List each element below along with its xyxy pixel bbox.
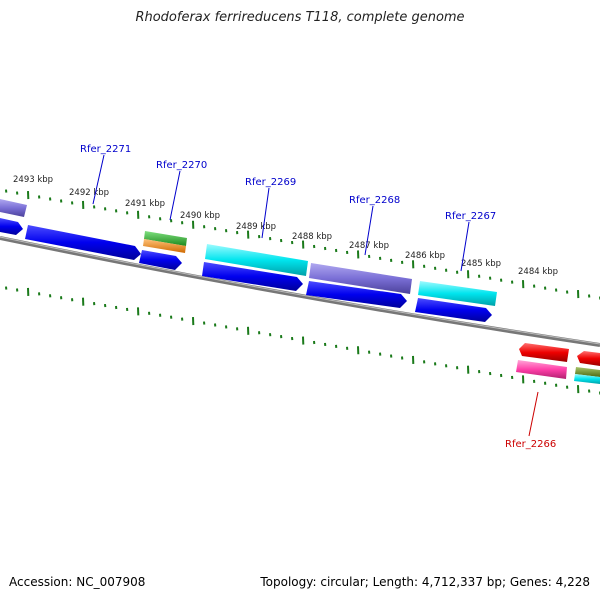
gene-label[interactable]: Rfer_2271 (80, 144, 131, 155)
gene-label[interactable]: Rfer_2270 (156, 160, 207, 171)
accession-text: Accession: NC_007908 (9, 575, 145, 589)
reverse-strand-features (516, 343, 600, 384)
scale-label: 2486 kbp (405, 251, 445, 261)
map-title: Rhodoferax ferrireducens T118, complete … (0, 10, 600, 25)
scale-label: 2484 kbp (518, 267, 558, 277)
gene-label[interactable]: Rfer_2266 (505, 439, 556, 450)
lower-scale-ticks (6, 287, 600, 395)
scale-label: 2492 kbp (69, 188, 109, 198)
gene-label-leader (529, 392, 538, 436)
scale-label: 2485 kbp (461, 259, 501, 269)
gene-feature-slate-left[interactable] (0, 199, 27, 217)
cds-arrow-left-edge[interactable] (0, 218, 23, 235)
forward-cds-arrows (0, 218, 492, 322)
gene-feature-red-right[interactable] (577, 351, 600, 366)
gene-label-leader (170, 171, 180, 220)
gene-label[interactable]: Rfer_2269 (245, 177, 296, 188)
gene-feature-red-rfer-2266[interactable] (519, 343, 569, 362)
gene-label[interactable]: Rfer_2268 (349, 195, 400, 206)
scale-label: 2490 kbp (180, 211, 220, 221)
scale-label: 2491 kbp (125, 199, 165, 209)
genome-summary-text: Topology: circular; Length: 4,712,337 bp… (260, 575, 590, 589)
scale-label: 2489 kbp (236, 222, 276, 232)
gene-label[interactable]: Rfer_2267 (445, 211, 496, 222)
scale-label: 2488 kbp (292, 232, 332, 242)
genome-backbone (0, 238, 600, 345)
scale-label: 2493 kbp (13, 175, 53, 185)
scale-label: 2487 kbp (349, 241, 389, 251)
